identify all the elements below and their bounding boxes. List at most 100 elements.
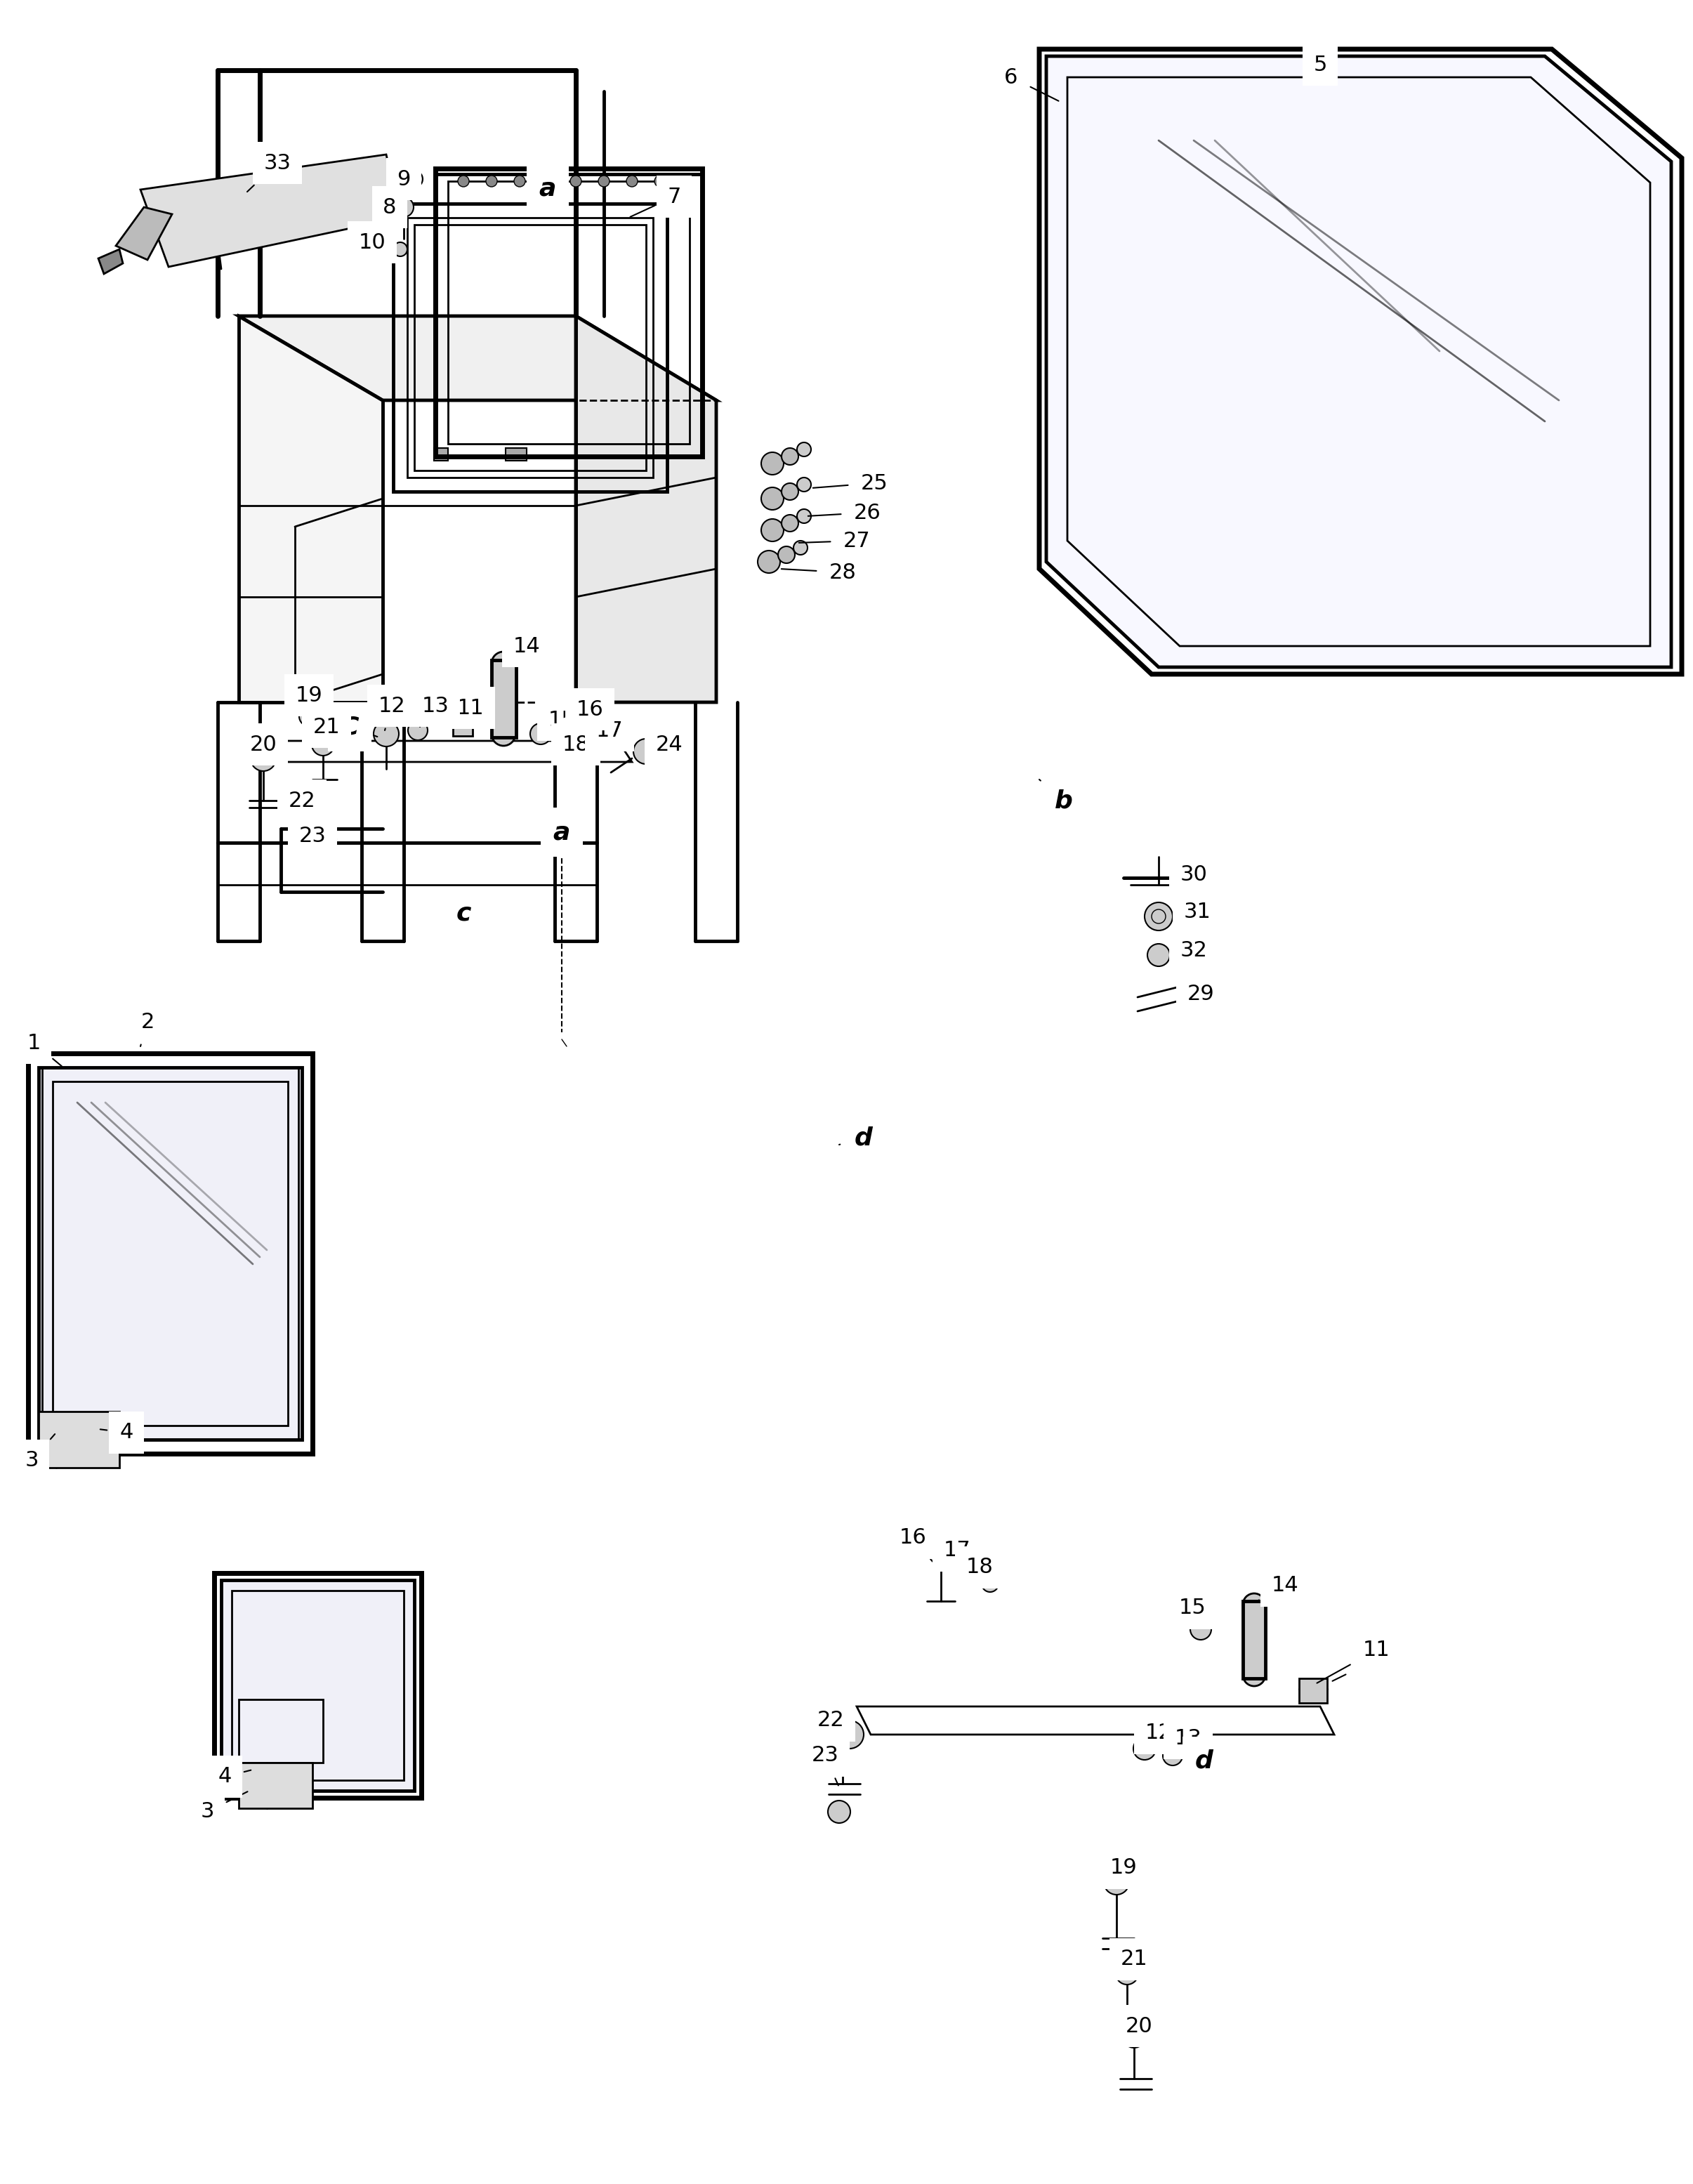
Bar bbox=[239, 1699, 323, 1762]
Text: 12: 12 bbox=[1144, 1723, 1172, 1745]
Text: 11: 11 bbox=[1317, 1640, 1390, 1684]
Text: 20: 20 bbox=[1126, 2016, 1153, 2035]
Polygon shape bbox=[239, 1762, 313, 1808]
Polygon shape bbox=[1046, 57, 1671, 666]
Bar bbox=[506, 448, 527, 461]
Text: 26: 26 bbox=[808, 502, 880, 522]
Text: 13: 13 bbox=[1175, 1728, 1202, 1754]
Circle shape bbox=[797, 478, 811, 491]
Text: 7: 7 bbox=[630, 186, 681, 216]
Polygon shape bbox=[222, 1579, 415, 1791]
Polygon shape bbox=[141, 155, 400, 266]
Circle shape bbox=[960, 1557, 979, 1577]
Polygon shape bbox=[239, 317, 383, 703]
Text: 33: 33 bbox=[247, 153, 291, 192]
Circle shape bbox=[828, 1800, 850, 1824]
Text: 4: 4 bbox=[218, 1767, 251, 1787]
Polygon shape bbox=[239, 317, 716, 400]
Circle shape bbox=[626, 175, 638, 188]
Circle shape bbox=[1133, 1736, 1156, 1760]
Text: 21: 21 bbox=[1121, 1948, 1148, 1970]
Circle shape bbox=[300, 705, 318, 725]
Circle shape bbox=[491, 651, 515, 675]
Circle shape bbox=[779, 546, 796, 563]
Text: 17: 17 bbox=[943, 1540, 970, 1564]
Circle shape bbox=[1163, 1745, 1182, 1765]
Text: 32: 32 bbox=[1173, 939, 1207, 961]
Circle shape bbox=[555, 745, 569, 758]
Text: 4: 4 bbox=[100, 1422, 134, 1444]
Text: 11: 11 bbox=[457, 697, 484, 719]
Circle shape bbox=[394, 197, 413, 216]
Circle shape bbox=[457, 175, 469, 188]
Circle shape bbox=[393, 242, 408, 256]
Text: 21: 21 bbox=[313, 716, 340, 738]
Circle shape bbox=[1243, 1664, 1265, 1686]
Polygon shape bbox=[39, 1068, 301, 1439]
Text: 2: 2 bbox=[141, 1011, 154, 1046]
Text: 25: 25 bbox=[813, 474, 887, 494]
Circle shape bbox=[1148, 943, 1170, 965]
Circle shape bbox=[1144, 902, 1173, 930]
Text: 15: 15 bbox=[1178, 1599, 1205, 1625]
Text: 20: 20 bbox=[251, 734, 278, 753]
Text: 9: 9 bbox=[396, 168, 413, 190]
Text: 31: 31 bbox=[1177, 902, 1210, 922]
Text: 6: 6 bbox=[1004, 68, 1058, 100]
Circle shape bbox=[1104, 1870, 1129, 1896]
Circle shape bbox=[312, 734, 334, 756]
Circle shape bbox=[982, 1575, 999, 1592]
Circle shape bbox=[486, 175, 498, 188]
Circle shape bbox=[782, 515, 799, 531]
Text: 5: 5 bbox=[1314, 55, 1327, 83]
Circle shape bbox=[515, 175, 525, 188]
Circle shape bbox=[598, 175, 609, 188]
Text: 18: 18 bbox=[967, 1557, 994, 1579]
Text: 3: 3 bbox=[200, 1791, 247, 1821]
Text: 27: 27 bbox=[799, 531, 870, 550]
Circle shape bbox=[782, 483, 799, 500]
Circle shape bbox=[589, 734, 604, 747]
Text: 23: 23 bbox=[811, 1745, 838, 1787]
Text: 16: 16 bbox=[576, 699, 603, 723]
Circle shape bbox=[928, 1540, 953, 1564]
Text: 13: 13 bbox=[420, 695, 449, 727]
Circle shape bbox=[542, 175, 554, 188]
Text: c: c bbox=[455, 902, 476, 926]
Text: 1: 1 bbox=[27, 1033, 61, 1066]
Circle shape bbox=[794, 542, 808, 555]
Text: 29: 29 bbox=[1187, 983, 1214, 1005]
Polygon shape bbox=[576, 317, 716, 703]
Circle shape bbox=[762, 520, 784, 542]
Circle shape bbox=[1116, 1961, 1138, 1985]
Bar bbox=[454, 716, 472, 736]
Text: d: d bbox=[840, 1125, 874, 1149]
Text: 3: 3 bbox=[25, 1435, 54, 1470]
Circle shape bbox=[1190, 1618, 1210, 1640]
Circle shape bbox=[530, 723, 552, 745]
Circle shape bbox=[782, 448, 799, 465]
Text: a: a bbox=[538, 177, 557, 201]
Circle shape bbox=[836, 1721, 863, 1749]
Text: a: a bbox=[554, 821, 571, 843]
Circle shape bbox=[567, 719, 584, 736]
Text: 22: 22 bbox=[288, 791, 315, 810]
Text: 16: 16 bbox=[899, 1529, 940, 1551]
Text: 15: 15 bbox=[545, 710, 576, 729]
Text: 24: 24 bbox=[648, 734, 682, 753]
Circle shape bbox=[251, 745, 276, 771]
Circle shape bbox=[633, 738, 659, 764]
Polygon shape bbox=[39, 1411, 120, 1468]
Text: 14: 14 bbox=[1258, 1575, 1299, 1601]
Circle shape bbox=[374, 721, 400, 747]
Circle shape bbox=[408, 721, 428, 740]
Text: d: d bbox=[1188, 1749, 1214, 1773]
Circle shape bbox=[655, 175, 665, 188]
Text: b: b bbox=[1332, 1651, 1378, 1682]
Circle shape bbox=[571, 175, 581, 188]
Polygon shape bbox=[98, 249, 124, 273]
Polygon shape bbox=[115, 207, 173, 260]
Text: 23: 23 bbox=[300, 826, 327, 845]
Circle shape bbox=[762, 487, 784, 509]
Circle shape bbox=[758, 550, 780, 572]
